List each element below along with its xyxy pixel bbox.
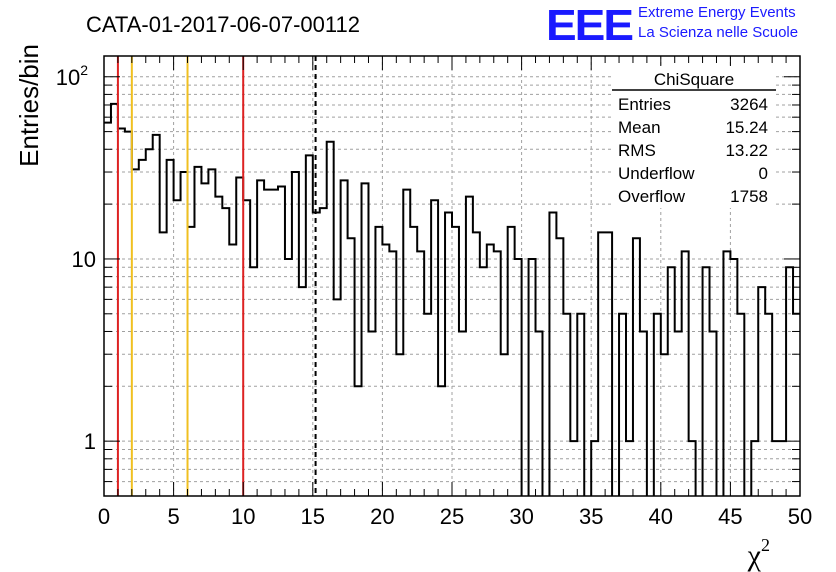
eee-logo-mark: EEE xyxy=(546,0,634,50)
histogram-series xyxy=(104,102,800,496)
stats-row-label: Mean xyxy=(618,118,661,137)
stats-box: ChiSquare Entries 3264 Mean 15.24 RMS 13.22 Und… xyxy=(612,66,776,208)
x-axis-title-sup: 2 xyxy=(761,535,770,555)
chart-title: CATA-01-2017-06-07-00112 xyxy=(86,12,360,37)
y-tick-label: 1 xyxy=(84,429,96,454)
x-axis: 0 5 10 15 20 25 30 35 40 45 50 xyxy=(98,56,812,529)
y-tick-label: 10 xyxy=(72,247,96,272)
x-tick-label: 15 xyxy=(301,504,325,529)
grid xyxy=(104,56,800,497)
y-axis-title: Entries/bin xyxy=(14,44,44,167)
x-tick-label: 40 xyxy=(649,504,673,529)
stats-row-value: 3264 xyxy=(730,95,768,114)
x-tick-label: 35 xyxy=(579,504,603,529)
x-tick-label: 45 xyxy=(718,504,742,529)
stats-row-value: 0 xyxy=(759,164,768,183)
x-tick-label: 10 xyxy=(231,504,255,529)
x-tick-label: 50 xyxy=(788,504,812,529)
stats-row-label: Entries xyxy=(618,95,671,114)
y-tick-label-base: 10 xyxy=(56,65,80,90)
x-tick-label: 0 xyxy=(98,504,110,529)
stats-row-value: 15.24 xyxy=(725,118,768,137)
stats-row-value: 13.22 xyxy=(725,141,768,160)
x-tick-label: 30 xyxy=(509,504,533,529)
stats-row-label: RMS xyxy=(618,141,656,160)
y-tick-label-sup: 2 xyxy=(80,62,88,78)
y-tick-label: 102 xyxy=(56,62,88,90)
stats-row-label: Overflow xyxy=(618,187,686,206)
eee-logo: EEE Extreme Energy Events La Scienza nel… xyxy=(546,0,836,49)
x-tick-label: 5 xyxy=(167,504,179,529)
x-axis-title: χ2 xyxy=(747,535,770,572)
x-tick-label: 25 xyxy=(440,504,464,529)
eee-logo-line1: Extreme Energy Events xyxy=(638,4,796,21)
stats-row-label: Underflow xyxy=(618,164,695,183)
eee-logo-line2: La Scienza nelle Scuole xyxy=(638,24,799,41)
stats-box-title: ChiSquare xyxy=(654,70,734,89)
stats-row-value: 1758 xyxy=(730,187,768,206)
x-tick-label: 20 xyxy=(370,504,394,529)
x-axis-title-base: χ xyxy=(747,539,762,572)
